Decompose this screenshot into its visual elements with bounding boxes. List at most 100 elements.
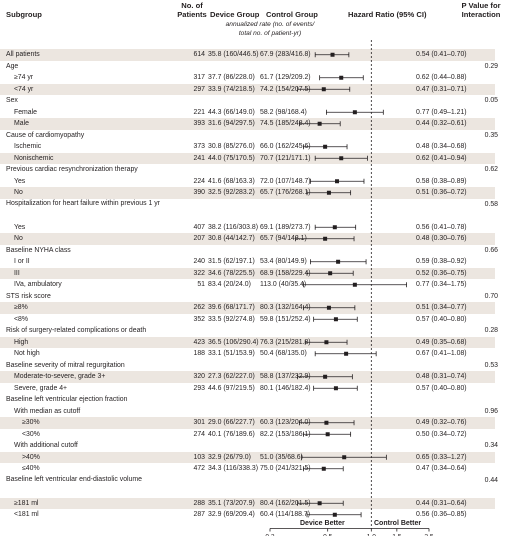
device-rate: 34.6 (78/225.5) bbox=[208, 269, 255, 277]
subgroup-label: <74 yr bbox=[14, 85, 34, 93]
row-band bbox=[0, 49, 495, 61]
control-rate: 66.0 (162/245.6) bbox=[260, 143, 311, 150]
subgroup-row: ≥181 ml 288 35.1 (73/207.9) 80.4 (162/201.5… bbox=[0, 498, 515, 510]
subgroup-row: <8% 352 33.5 (92/274.8) 59.8 (151/252.4) 0.5… bbox=[0, 314, 515, 326]
patient-count: 317 bbox=[193, 74, 206, 81]
subgroup-label: Yes bbox=[14, 177, 26, 185]
subgroup-row: No 207 30.8 (44/142.7) 65.7 (94/143.1) 0.48 … bbox=[0, 233, 515, 245]
device-rate: 33.5 (92/274.8) bbox=[208, 315, 255, 323]
patient-count: 407 bbox=[193, 223, 206, 231]
patient-count: 293 bbox=[193, 384, 206, 392]
category-row: With median as cutoff 0.96 bbox=[0, 406, 515, 418]
device-rate: 36.5 (106/290.4) bbox=[208, 338, 259, 346]
patients-header-line2: Patients bbox=[177, 10, 207, 19]
subgroup-label: ≥181 ml bbox=[14, 499, 39, 507]
subgroup-label: Not high bbox=[14, 350, 40, 357]
hazard-ratio-text: 0.77 (0.34–1.75) bbox=[416, 281, 467, 288]
hazard-point bbox=[321, 87, 326, 92]
hazard-ratio-text: 0.77 (0.49–1.21) bbox=[416, 108, 467, 116]
category-row: Cause of cardiomyopathy 0.35 bbox=[0, 130, 515, 142]
control-rate: 70.7 (121/171.1) bbox=[260, 154, 311, 162]
subgroup-row: High 423 36.5 (106/290.4) 76.3 (215/281.8) 0… bbox=[0, 337, 515, 349]
patient-count: 614 bbox=[193, 51, 206, 58]
control-rate: 65.7 (94/143.1) bbox=[260, 235, 307, 242]
subgroup-label: Baseline NYHA class bbox=[6, 246, 71, 254]
device-rate: 40.1 (76/189.6) bbox=[208, 430, 255, 438]
patient-count: 207 bbox=[193, 235, 206, 242]
device-group-header: Device Group bbox=[210, 10, 260, 19]
subgroup-label: <8% bbox=[14, 315, 28, 323]
patient-count: 390 bbox=[193, 189, 206, 196]
hazard-ratio-text: 0.51 (0.34–0.77) bbox=[416, 304, 467, 311]
device-rate: 41.6 (68/163.3) bbox=[208, 177, 255, 185]
subgroup-row: >40% 103 32.9 (26/79.0) 51.0 (35/68.6) 0.65 … bbox=[0, 452, 515, 464]
subgroup-row: ≥74 yr 317 37.7 (86/228.0) 61.7 (129/209.2)… bbox=[0, 72, 515, 84]
subgroup-label: ≥30% bbox=[22, 419, 40, 426]
device-rate: 44.3 (66/149.0) bbox=[208, 108, 255, 116]
subgroup-row: <181 ml 287 32.9 (69/209.4) 60.4 (114/188.7… bbox=[0, 509, 515, 521]
interaction-p-value: 0.53 bbox=[484, 361, 498, 369]
control-better-label: Control Better bbox=[374, 520, 422, 527]
row-band bbox=[0, 83, 495, 95]
subgroup-label: IVa, ambulatory bbox=[14, 281, 62, 288]
hazard-point bbox=[332, 512, 337, 517]
device-rate: 38.2 (116/303.8) bbox=[208, 223, 259, 231]
subgroup-label: With additional cutoff bbox=[14, 442, 78, 449]
hazard-ratio-text: 0.59 (0.38–0.92) bbox=[416, 258, 467, 265]
patient-count: 262 bbox=[193, 304, 206, 311]
p-value-header: P Value for Interaction bbox=[457, 1, 505, 19]
control-rate: 80.4 (162/201.5) bbox=[260, 499, 311, 507]
interaction-p-value: 0.34 bbox=[484, 442, 498, 449]
subgroup-row: Severe, grade 4+ 293 44.6 (97/219.5) 80.1 (… bbox=[0, 383, 515, 395]
control-rate: 74.5 (185/248.4) bbox=[260, 120, 311, 127]
control-rate: 113.0 (40/35.4) bbox=[260, 281, 307, 288]
hazard-ratio-text: 0.56 (0.36–0.85) bbox=[416, 511, 467, 518]
x-tick-label: 0.2 bbox=[265, 534, 274, 536]
hazard-ratio-text: 0.47 (0.34–0.64) bbox=[416, 465, 467, 472]
hazard-ratio-text: 0.57 (0.40–0.80) bbox=[416, 384, 467, 392]
patient-count: 221 bbox=[193, 108, 206, 116]
subgroup-label: Baseline left ventricular ejection fract… bbox=[6, 396, 128, 403]
subgroup-row: I or II 240 31.5 (62/197.1) 53.4 (80/149.9)… bbox=[0, 256, 515, 268]
control-rate: 58.2 (98/168.4) bbox=[260, 108, 307, 116]
row-band bbox=[0, 371, 495, 383]
hazard-point bbox=[342, 455, 347, 460]
row-band bbox=[0, 451, 495, 463]
row-band bbox=[0, 187, 495, 199]
patient-count: 288 bbox=[193, 499, 206, 507]
control-rate: 60.4 (114/188.7) bbox=[260, 511, 311, 518]
control-rate: 72.0 (107/148.7) bbox=[260, 177, 311, 185]
control-rate: 60.3 (123/204.0) bbox=[260, 419, 311, 426]
device-rate: 37.7 (86/228.0) bbox=[208, 74, 255, 81]
patient-count: 322 bbox=[193, 269, 206, 277]
subgroup-label: Baseline severity of mitral regurgitatio… bbox=[6, 361, 125, 369]
subgroup-label: Moderate-to-severe, grade 3+ bbox=[14, 373, 106, 380]
hazard-ratio-text: 0.48 (0.30–0.76) bbox=[416, 235, 467, 242]
device-rate: 44.0 (75/170.5) bbox=[208, 154, 255, 162]
device-rate: 30.8 (44/142.7) bbox=[208, 235, 255, 242]
subgroup-header: Subgroup bbox=[6, 10, 42, 19]
row-band bbox=[0, 336, 495, 348]
interaction-p-value: 0.62 bbox=[484, 166, 498, 173]
device-rate: 39.6 (68/171.7) bbox=[208, 304, 255, 311]
patient-count: 241 bbox=[193, 154, 206, 162]
patient-count: 297 bbox=[193, 85, 206, 93]
subgroup-label: STS risk score bbox=[6, 292, 51, 300]
hazard-point bbox=[321, 466, 326, 471]
subgroup-label: Ischemic bbox=[14, 143, 42, 150]
control-rate: 74.2 (154/207.5) bbox=[260, 85, 311, 93]
control-rate: 75.0 (241/321.5) bbox=[260, 465, 311, 472]
patient-count: 472 bbox=[193, 465, 206, 472]
patient-count: 373 bbox=[193, 143, 206, 150]
hazard-point bbox=[333, 317, 338, 322]
patient-count: 320 bbox=[193, 373, 206, 380]
device-rate: 33.1 (51/153.9) bbox=[208, 350, 255, 357]
subgroup-row: <74 yr 297 33.9 (74/218.5) 74.2 (154/207.5)… bbox=[0, 84, 515, 96]
x-tick-label: 1.5 bbox=[392, 534, 401, 536]
device-rate: 34.3 (116/338.3) bbox=[208, 465, 259, 472]
subgroup-label: Yes bbox=[14, 223, 26, 231]
hazard-ratio-text: 0.44 (0.31–0.64) bbox=[416, 499, 467, 507]
subgroup-label: Cause of cardiomyopathy bbox=[6, 131, 85, 139]
category-row: With additional cutoff 0.34 bbox=[0, 440, 515, 452]
